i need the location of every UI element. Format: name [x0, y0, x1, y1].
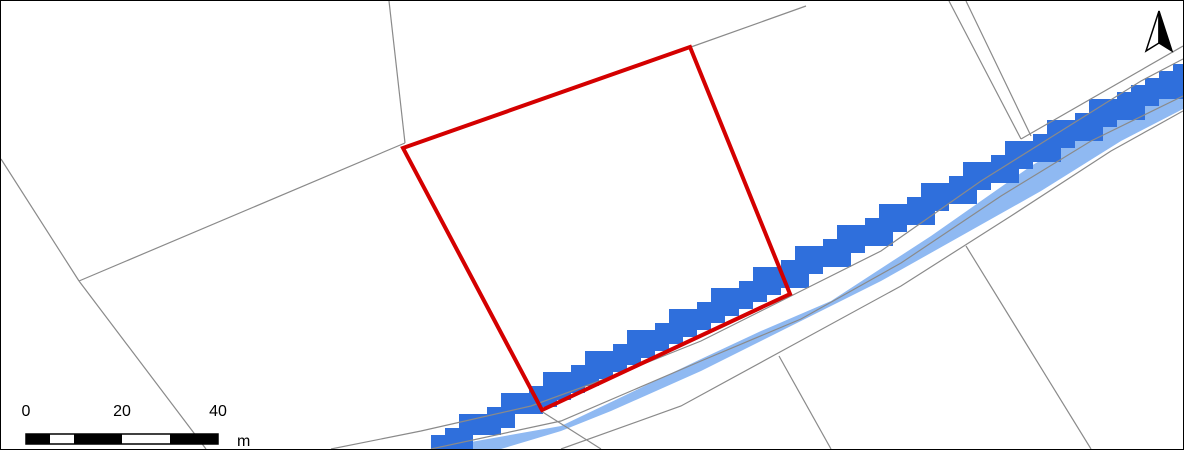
water-deep-area	[431, 64, 1183, 449]
highlighted-parcel-boundary[interactable]	[400, 44, 793, 413]
scale-unit-label: m	[237, 433, 251, 450]
parcel-line	[778, 355, 832, 449]
scale-label-0: 0	[21, 403, 31, 420]
parcel-line	[430, 95, 1183, 449]
parcel-line	[965, 1, 1032, 137]
parcel-line	[388, 1, 406, 144]
scale-label-40: 40	[209, 403, 227, 420]
parcel-line	[1020, 45, 1183, 140]
parcel-line	[965, 245, 1092, 449]
parcel-line	[948, 1, 1022, 140]
parcel-line	[78, 280, 207, 449]
parcel-line	[78, 142, 406, 282]
parcel-line	[540, 410, 602, 449]
parcel-line	[690, 5, 807, 48]
north-arrow-icon	[1144, 10, 1174, 53]
parcel-line	[1, 158, 80, 282]
parcel-line	[330, 58, 1183, 449]
parcel-line	[560, 110, 1183, 449]
water-layer	[431, 64, 1183, 449]
scale-label-20: 20	[113, 403, 131, 420]
scale-bar	[25, 433, 219, 445]
